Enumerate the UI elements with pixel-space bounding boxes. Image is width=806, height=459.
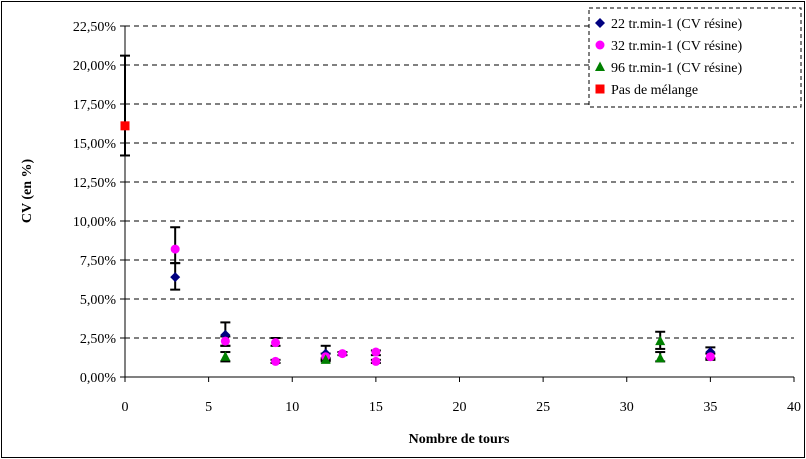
x-axis-ticks: 0 5 10 15 20 25 30 35 40 (122, 377, 801, 415)
y-tick-label: 20,00% (73, 59, 117, 74)
x-tick-label: 0 (122, 400, 129, 415)
data-point (120, 121, 130, 131)
gridlines (125, 25, 794, 339)
x-tick-label: 15 (369, 400, 383, 415)
x-tick-label: 30 (620, 400, 634, 415)
y-tick-label: 10,00% (73, 215, 117, 230)
y-axis-ticks: 0,00% 2,50% 5,00% 7,50% 10,00% 12,50% 15,00% 17… (73, 20, 125, 386)
x-tick-label: 40 (787, 400, 801, 415)
y-tick-label: 2,50% (80, 332, 117, 347)
y-tick-label: 12,50% (73, 176, 117, 191)
x-tick-label: 10 (285, 400, 299, 415)
data-point (655, 335, 666, 346)
y-tick-label: 15,00% (73, 137, 117, 152)
data-point (705, 352, 715, 362)
legend-label: 96 tr.min-1 (CV résine) (611, 61, 743, 76)
data-point (271, 338, 281, 348)
data-point (170, 272, 181, 283)
legend-label: Pas de mélange (611, 83, 698, 98)
data-point (220, 351, 231, 361)
legend-box (588, 7, 802, 108)
legend: 22 tr.min-1 (CV résine) 32 tr.min-1 (CV r… (588, 7, 802, 108)
data-point (271, 356, 281, 366)
y-tick-label: 5,00% (80, 293, 117, 308)
data-point (320, 354, 331, 364)
x-tick-label: 20 (453, 400, 467, 415)
x-tick-label: 25 (536, 400, 550, 415)
y-tick-label: 17,50% (73, 98, 117, 113)
data-point (655, 352, 666, 363)
y-tick-label: 7,50% (80, 254, 117, 269)
x-axis-title: Nombre de tours (409, 432, 510, 447)
legend-label: 22 tr.min-1 (CV résine) (611, 17, 743, 32)
legend-marker (595, 61, 605, 71)
y-tick-label: 22,50% (73, 20, 117, 35)
y-tick-label: 0,00% (80, 371, 117, 386)
data-point (371, 347, 381, 357)
legend-marker (595, 40, 605, 50)
data-point (337, 349, 347, 359)
x-tick-label: 5 (205, 400, 212, 415)
data-point (170, 244, 180, 254)
data-point (220, 336, 230, 346)
data-points (120, 121, 716, 366)
legend-marker (595, 18, 605, 28)
legend-label: 32 tr.min-1 (CV résine) (611, 39, 743, 54)
x-tick-label: 35 (703, 400, 717, 415)
data-point (371, 356, 381, 366)
y-axis-title: CV (en %) (20, 159, 35, 224)
legend-marker (595, 84, 605, 94)
